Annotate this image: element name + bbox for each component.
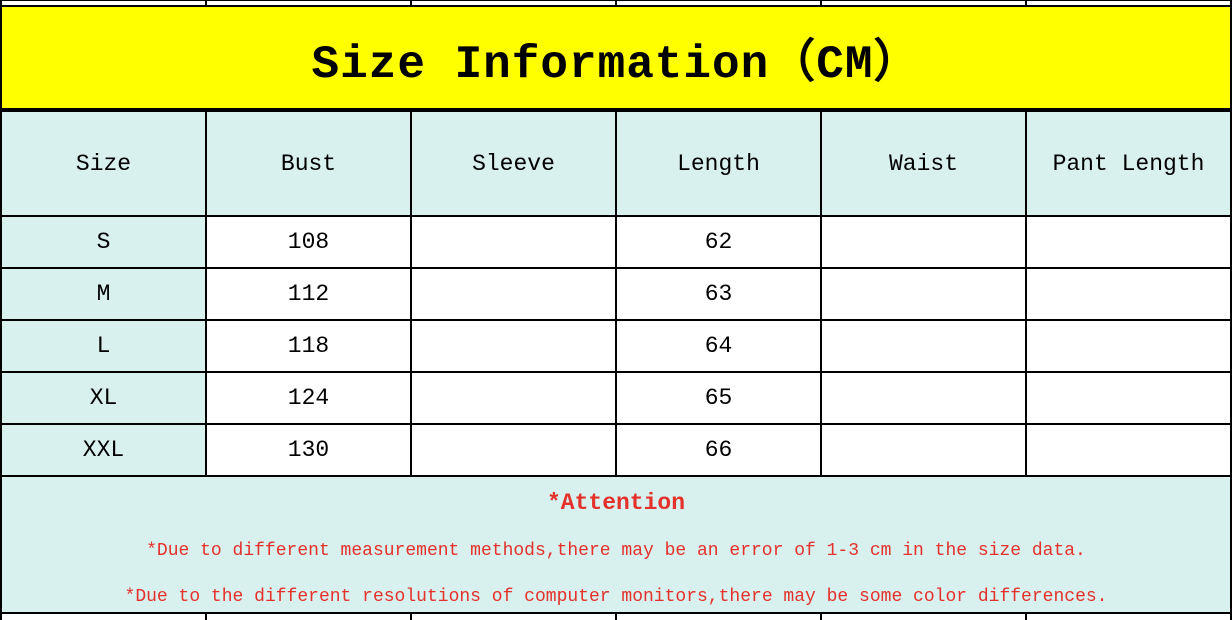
size-table-body: S 108 62 M 112 63 L 118 64 — [0, 215, 1232, 477]
column-header-waist: Waist — [820, 110, 1027, 217]
top-strip-cell — [207, 1, 412, 5]
cell-pant-length — [1025, 215, 1232, 269]
attention-note-color: *Due to the different resolutions of com… — [124, 587, 1108, 607]
bottom-strip-cell — [207, 614, 412, 620]
bottom-strip-cell — [1027, 614, 1232, 620]
cell-sleeve — [410, 319, 617, 373]
bottom-strip-cell — [822, 614, 1027, 620]
cell-sleeve — [410, 267, 617, 321]
cell-waist — [820, 215, 1027, 269]
size-table: Size Bust Sleeve Length Waist Pant Lengt… — [0, 110, 1232, 477]
column-header-sleeve: Sleeve — [410, 110, 617, 217]
cell-bust: 112 — [205, 267, 412, 321]
cell-length: 63 — [615, 267, 822, 321]
bottom-strip-cell — [0, 614, 207, 620]
cell-bust: 108 — [205, 215, 412, 269]
page-title: Size Information（CM） — [311, 38, 921, 91]
cell-pant-length — [1025, 423, 1232, 477]
table-row-m: M 112 63 — [0, 267, 1232, 321]
cell-sleeve — [410, 215, 617, 269]
cell-waist — [820, 371, 1027, 425]
cell-pant-length — [1025, 319, 1232, 373]
cell-length: 65 — [615, 371, 822, 425]
cell-size: XL — [0, 371, 207, 425]
cell-sleeve — [410, 423, 617, 477]
cell-pant-length — [1025, 267, 1232, 321]
cell-length: 62 — [615, 215, 822, 269]
cell-length: 64 — [615, 319, 822, 373]
top-strip-cell — [0, 1, 207, 5]
top-strip-cell — [1027, 1, 1232, 5]
table-row-s: S 108 62 — [0, 215, 1232, 269]
top-strip-cell — [822, 1, 1027, 5]
cell-pant-length — [1025, 371, 1232, 425]
cell-waist — [820, 423, 1027, 477]
size-table-header: Size Bust Sleeve Length Waist Pant Lengt… — [0, 110, 1232, 217]
top-partial-row — [0, 0, 1232, 5]
bottom-strip-cell — [412, 614, 617, 620]
cell-bust: 124 — [205, 371, 412, 425]
column-header-bust: Bust — [205, 110, 412, 217]
cell-bust: 130 — [205, 423, 412, 477]
cell-waist — [820, 319, 1027, 373]
cell-sleeve — [410, 371, 617, 425]
cell-waist — [820, 267, 1027, 321]
column-header-size: Size — [0, 110, 207, 217]
attention-section: *Attention *Due to different measurement… — [0, 477, 1232, 614]
cell-length: 66 — [615, 423, 822, 477]
column-header-pant-length: Pant Length — [1025, 110, 1232, 217]
cell-size: L — [0, 319, 207, 373]
cell-bust: 118 — [205, 319, 412, 373]
table-row-l: L 118 64 — [0, 319, 1232, 373]
cell-size: S — [0, 215, 207, 269]
cell-size: M — [0, 267, 207, 321]
top-strip-cell — [412, 1, 617, 5]
table-row-xl: XL 124 65 — [0, 371, 1232, 425]
cell-size: XXL — [0, 423, 207, 477]
column-header-length: Length — [615, 110, 822, 217]
attention-note-measurement: *Due to different measurement methods,th… — [146, 541, 1086, 561]
header-row: Size Bust Sleeve Length Waist Pant Lengt… — [0, 110, 1232, 217]
attention-heading: *Attention — [546, 490, 686, 516]
bottom-strip-cell — [617, 614, 822, 620]
table-row-xxl: XXL 130 66 — [0, 423, 1232, 477]
title-banner: Size Information（CM） — [0, 5, 1232, 110]
bottom-partial-row — [0, 614, 1232, 620]
top-strip-cell — [617, 1, 822, 5]
